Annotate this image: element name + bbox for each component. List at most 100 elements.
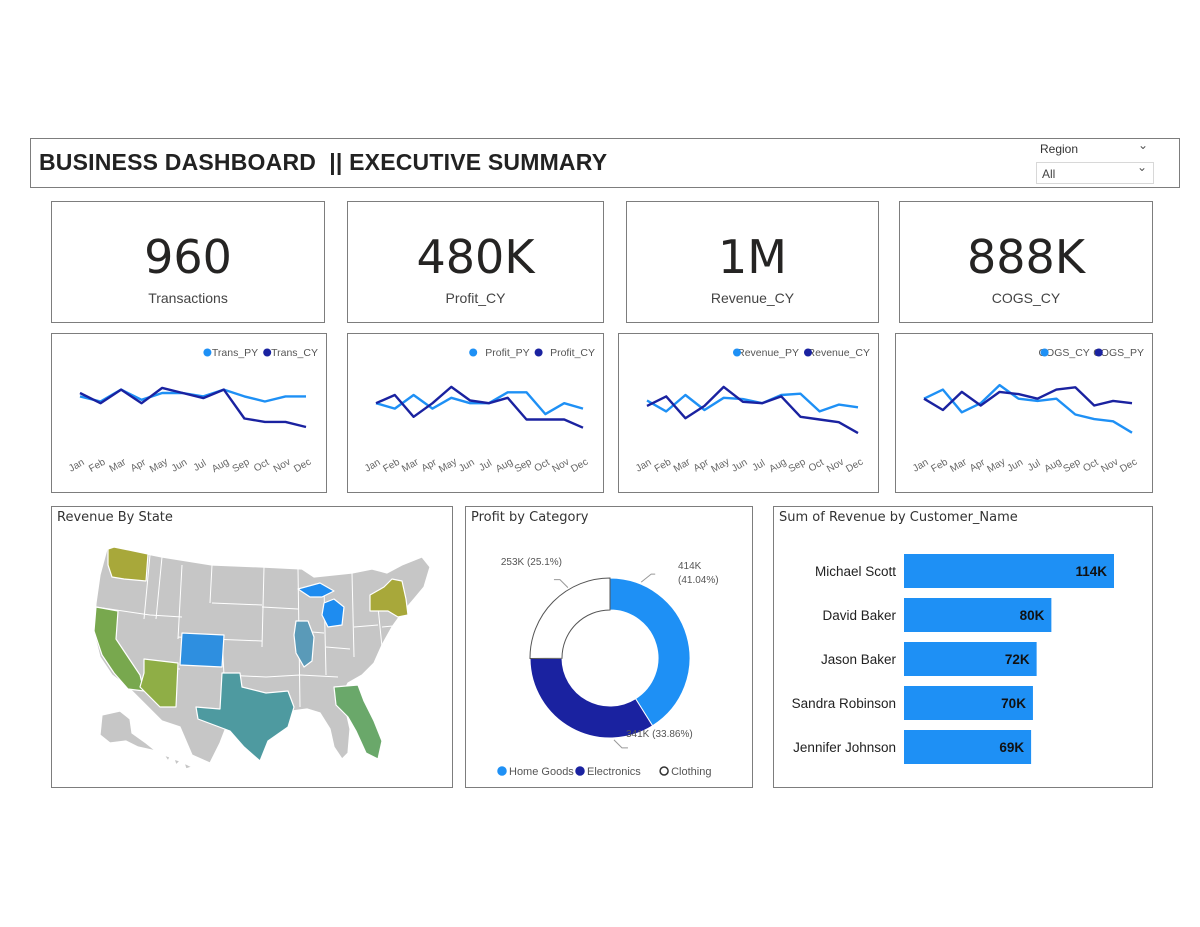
donut-slice-clothing[interactable]: [529, 577, 611, 660]
bar-chart: Michael Scott 114K David Baker 80K Jason Bak…: [792, 554, 1114, 764]
map-panel[interactable]: Revenue By State: [51, 506, 453, 788]
x-tick-label: Jul: [477, 458, 494, 474]
map-state-michigan[interactable]: [297, 582, 345, 628]
bar-panel[interactable]: Sum of Revenue by Customer_Name Michael …: [773, 506, 1153, 788]
kpi-card-cogs[interactable]: 888K COGS_CY: [899, 201, 1153, 323]
map-state-hawaii[interactable]: [163, 754, 193, 770]
x-tick-label: Jan: [363, 457, 382, 475]
x-tick-label: Mar: [400, 456, 421, 474]
bar-michael-scott[interactable]: [904, 554, 1114, 588]
x-tick-label: Oct: [807, 457, 826, 474]
series-line-Trans_CY[interactable]: [79, 386, 307, 429]
bar-david-baker[interactable]: [904, 598, 1052, 632]
legend-marker: [534, 348, 543, 357]
bar-category-label: Michael Scott: [815, 564, 896, 579]
bar-jason-baker[interactable]: [904, 642, 1037, 676]
x-tick-label: Jun: [457, 457, 476, 475]
map-state-illinois[interactable]: [293, 620, 315, 668]
x-tick-label: May: [985, 456, 1007, 475]
bar-jennifer-johnson[interactable]: [904, 730, 1032, 764]
map-state-california[interactable]: [93, 606, 145, 692]
legend-marker: [575, 766, 585, 776]
x-tick-label: Oct: [1081, 457, 1100, 474]
legend-label: Profit_CY: [550, 347, 595, 359]
donut-label: 253K (25.1%): [501, 557, 562, 568]
map-state-alaska[interactable]: [99, 710, 157, 752]
series-line-Revenue_CY[interactable]: [646, 385, 859, 435]
x-tick-label: Dec: [569, 457, 590, 475]
x-tick-label: Jun: [1006, 457, 1025, 475]
x-tick-label: Aug: [210, 457, 231, 475]
leader-line: [640, 573, 656, 583]
donut-slice-home-goods[interactable]: [609, 577, 691, 727]
kpi-value: 1M: [718, 230, 787, 284]
kpi-card-transactions[interactable]: 960 Transactions: [51, 201, 325, 323]
x-tick-label: Feb: [87, 457, 108, 475]
series-line-Profit_CY[interactable]: [375, 385, 584, 429]
map-state-colorado[interactable]: [179, 632, 225, 668]
map-state-arizona[interactable]: [139, 658, 179, 708]
x-tick-label: Dec: [844, 457, 865, 475]
bar-sandra-robinson[interactable]: [904, 686, 1033, 720]
kpi-card-revenue[interactable]: 1M Revenue_CY: [626, 201, 879, 323]
bar-value-label: 69K: [999, 740, 1024, 755]
header-bar: BUSINESS DASHBOARD || EXECUTIVE SUMMARY: [30, 138, 1180, 188]
legend-label: Trans_CY: [271, 347, 318, 359]
bar-value-label: 70K: [1001, 696, 1026, 711]
donut-slice-electronics[interactable]: [529, 657, 654, 739]
us-map: [93, 546, 431, 770]
region-slicer[interactable]: Region ⌄ All ⌄: [1034, 138, 1160, 188]
bar-value-label: 80K: [1020, 608, 1045, 623]
x-tick-label: Feb: [929, 457, 950, 475]
legend-label: Home Goods: [509, 766, 574, 778]
legend-label: COGS_CY: [1038, 347, 1089, 359]
map-state-new-york[interactable]: [369, 578, 409, 618]
x-tick-label: Nov: [550, 457, 571, 475]
legend-label: Revenue_CY: [808, 347, 870, 359]
x-tick-label: Jun: [170, 457, 189, 475]
kpi-label: Transactions: [148, 290, 228, 306]
x-tick-label: Feb: [653, 457, 674, 475]
kpi-value: 480K: [416, 230, 535, 284]
legend-marker: [263, 348, 272, 357]
x-tick-label: Dec: [292, 457, 313, 475]
region-slicer-dropdown[interactable]: All ⌄: [1036, 160, 1154, 184]
x-tick-label: Nov: [825, 457, 846, 475]
legend-label: Trans_PY: [212, 347, 258, 359]
map-title: Revenue By State: [57, 510, 173, 525]
legend-marker: [1094, 348, 1103, 357]
map-state-base[interactable]: [93, 546, 431, 764]
x-tick-label: Jan: [634, 457, 653, 475]
donut-panel[interactable]: Profit by Category 414K (41.04%) 341K (33.…: [465, 506, 753, 788]
region-slicer-value: All: [1042, 167, 1056, 181]
map-state-texas[interactable]: [195, 672, 295, 762]
x-tick-label: Sep: [787, 456, 808, 475]
line-chart-revenue[interactable]: Revenue_CY Revenue_PY Jan Feb Mar Apr May Jun Ju…: [618, 333, 879, 493]
bar-category-label: Sandra Robinson: [792, 696, 896, 711]
x-tick-label: Sep: [1062, 456, 1083, 475]
x-tick-label: Nov: [1099, 457, 1120, 475]
x-tick-label: May: [148, 456, 170, 475]
bar-category-label: Jason Baker: [821, 652, 897, 667]
x-tick-label: Mar: [108, 456, 129, 474]
line-chart-profit[interactable]: Profit_CY Profit_PY Jan Feb Mar Apr May Jun Jul A…: [347, 333, 604, 493]
map-state-florida[interactable]: [333, 684, 383, 760]
region-slicer-label: Region: [1040, 142, 1079, 156]
map-state-washington[interactable]: [107, 546, 149, 582]
line-chart-cogs[interactable]: COGS_PY COGS_CY Jan Feb Mar Apr May Jun Jul Aug Se…: [895, 333, 1153, 493]
region-slicer-collapse-icon[interactable]: ⌄: [1138, 138, 1149, 152]
bar-value-label: 114K: [1075, 564, 1107, 579]
chevron-down-icon: ⌄: [1137, 160, 1148, 174]
donut-label: (41.04%): [678, 575, 719, 586]
series-line-Revenue_PY[interactable]: [646, 392, 859, 413]
legend-marker: [733, 348, 741, 357]
line-chart-transactions[interactable]: Trans_CY Trans_PY Jan Feb Mar Apr May Jun Jul Aug…: [51, 333, 327, 493]
series-line-COGS_PY[interactable]: [923, 386, 1133, 412]
kpi-card-profit[interactable]: 480K Profit_CY: [347, 201, 604, 323]
x-tick-label: Mar: [672, 456, 693, 474]
series-line-COGS_CY[interactable]: [923, 383, 1133, 434]
series-line-Profit_PY[interactable]: [375, 391, 584, 416]
kpi-label: COGS_CY: [991, 290, 1061, 306]
